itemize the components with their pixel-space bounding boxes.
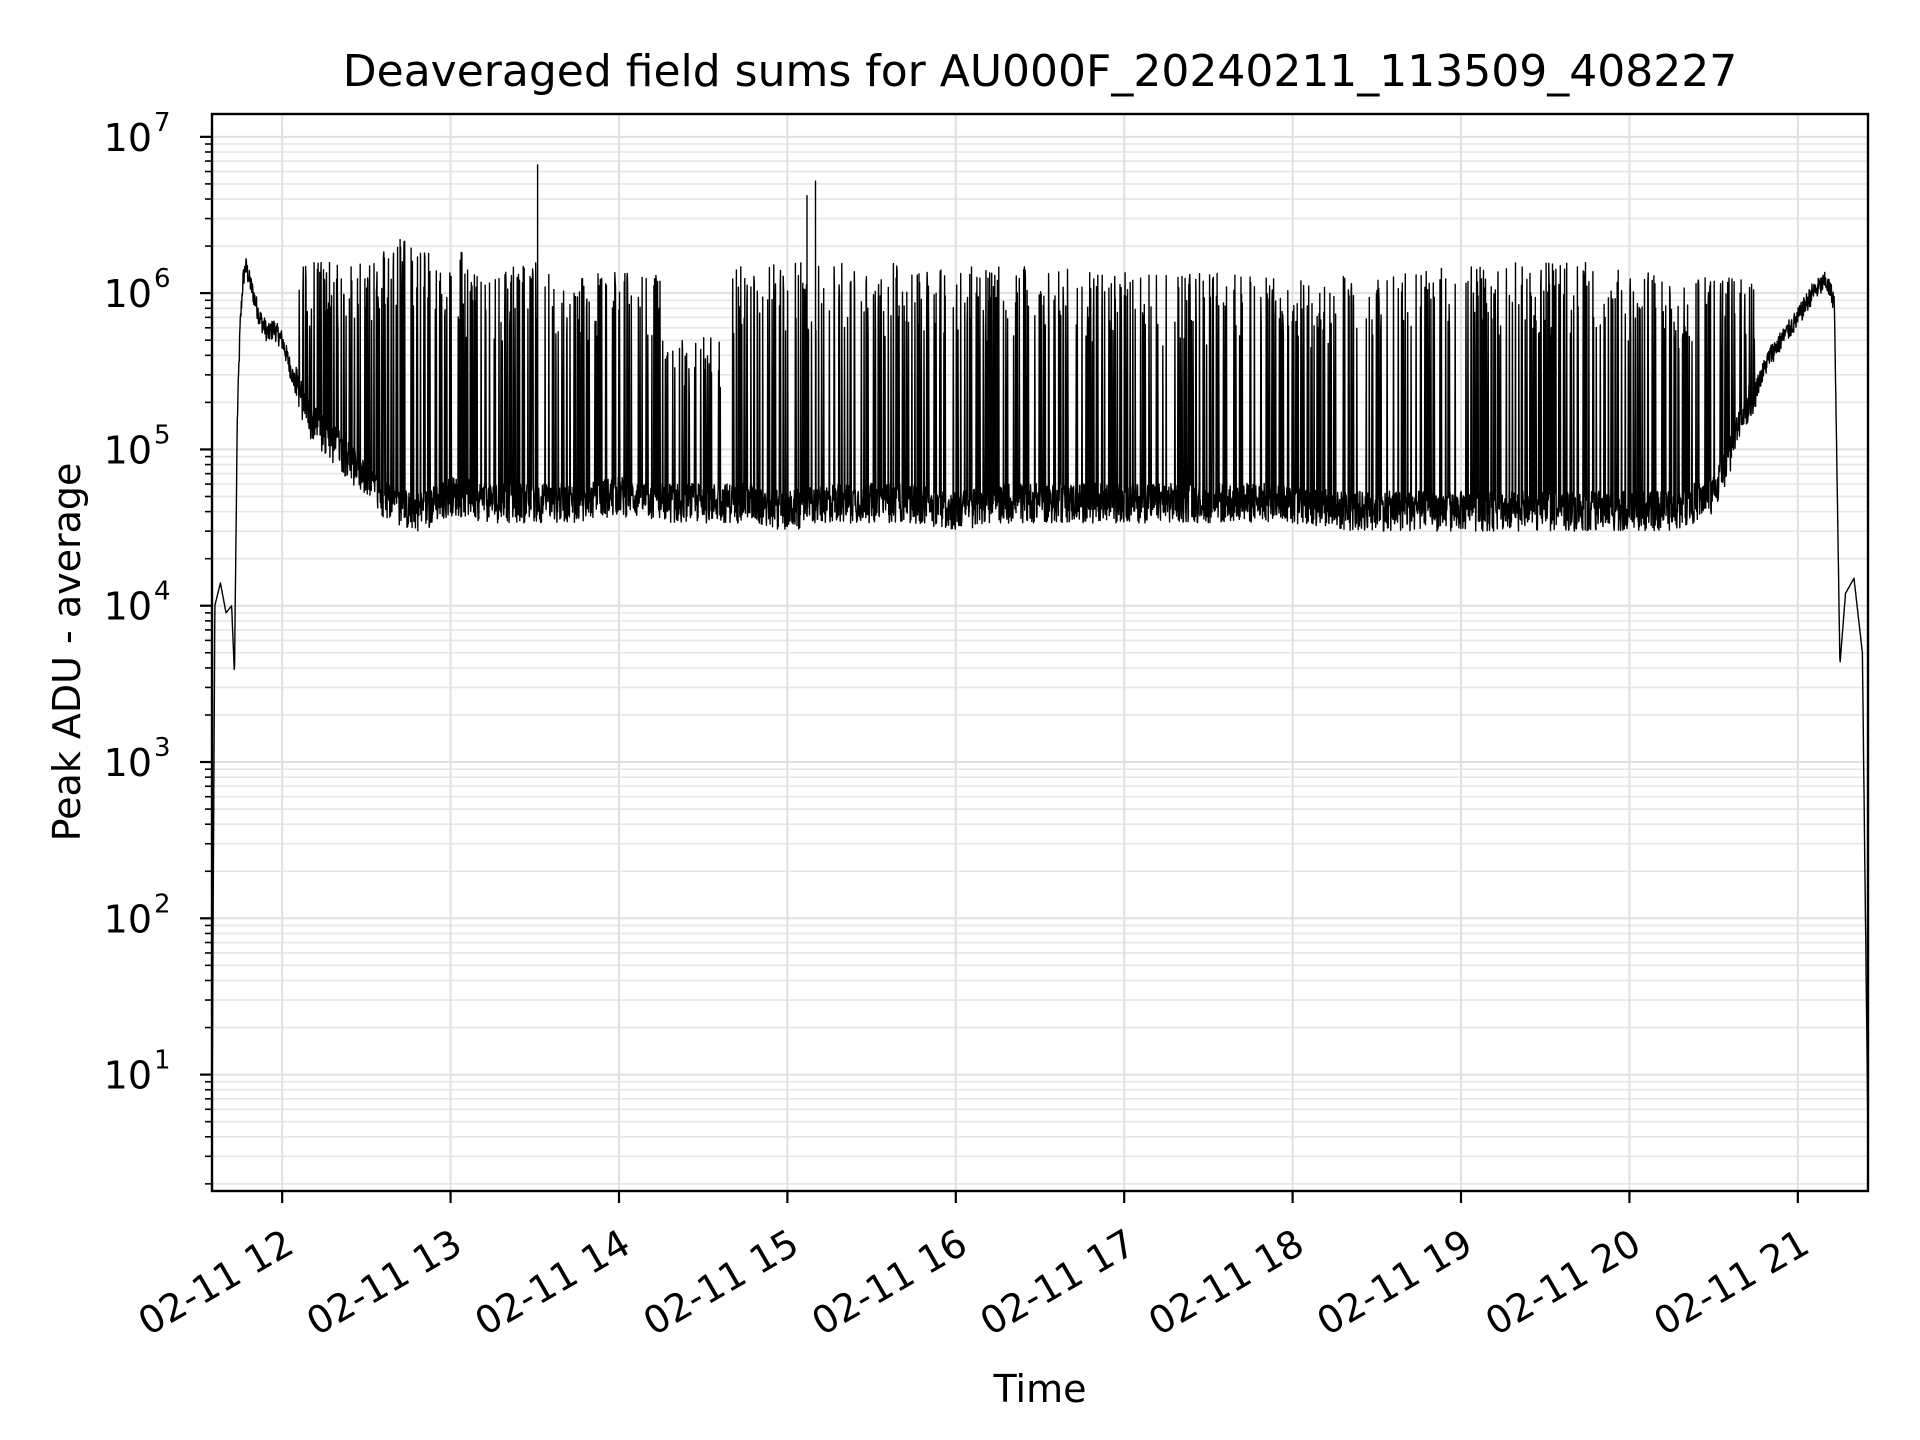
y-tick-label: 10 (104, 897, 152, 941)
y-tick-exponent: 6 (154, 264, 171, 294)
chart-title: Deaveraged field sums for AU000F_2024021… (343, 46, 1737, 97)
y-tick-label: 10 (104, 116, 152, 160)
y-tick-exponent: 5 (154, 420, 171, 450)
y-tick-label: 10 (104, 741, 152, 785)
y-axis-label: Peak ADU - average (45, 463, 89, 842)
y-tick-exponent: 1 (154, 1046, 171, 1076)
y-tick-label: 10 (104, 1054, 152, 1098)
data-line (211, 164, 1869, 1137)
x-axis-label: Time (993, 1367, 1087, 1411)
y-tick-exponent: 2 (154, 889, 171, 919)
y-tick-exponent: 7 (154, 108, 171, 138)
series-line (211, 164, 1869, 1137)
y-tick-label: 10 (104, 272, 152, 316)
y-tick-exponent: 4 (154, 577, 171, 607)
y-tick-label: 10 (104, 428, 152, 472)
y-tick-label: 10 (104, 585, 152, 629)
y-tick-exponent: 3 (154, 733, 171, 763)
